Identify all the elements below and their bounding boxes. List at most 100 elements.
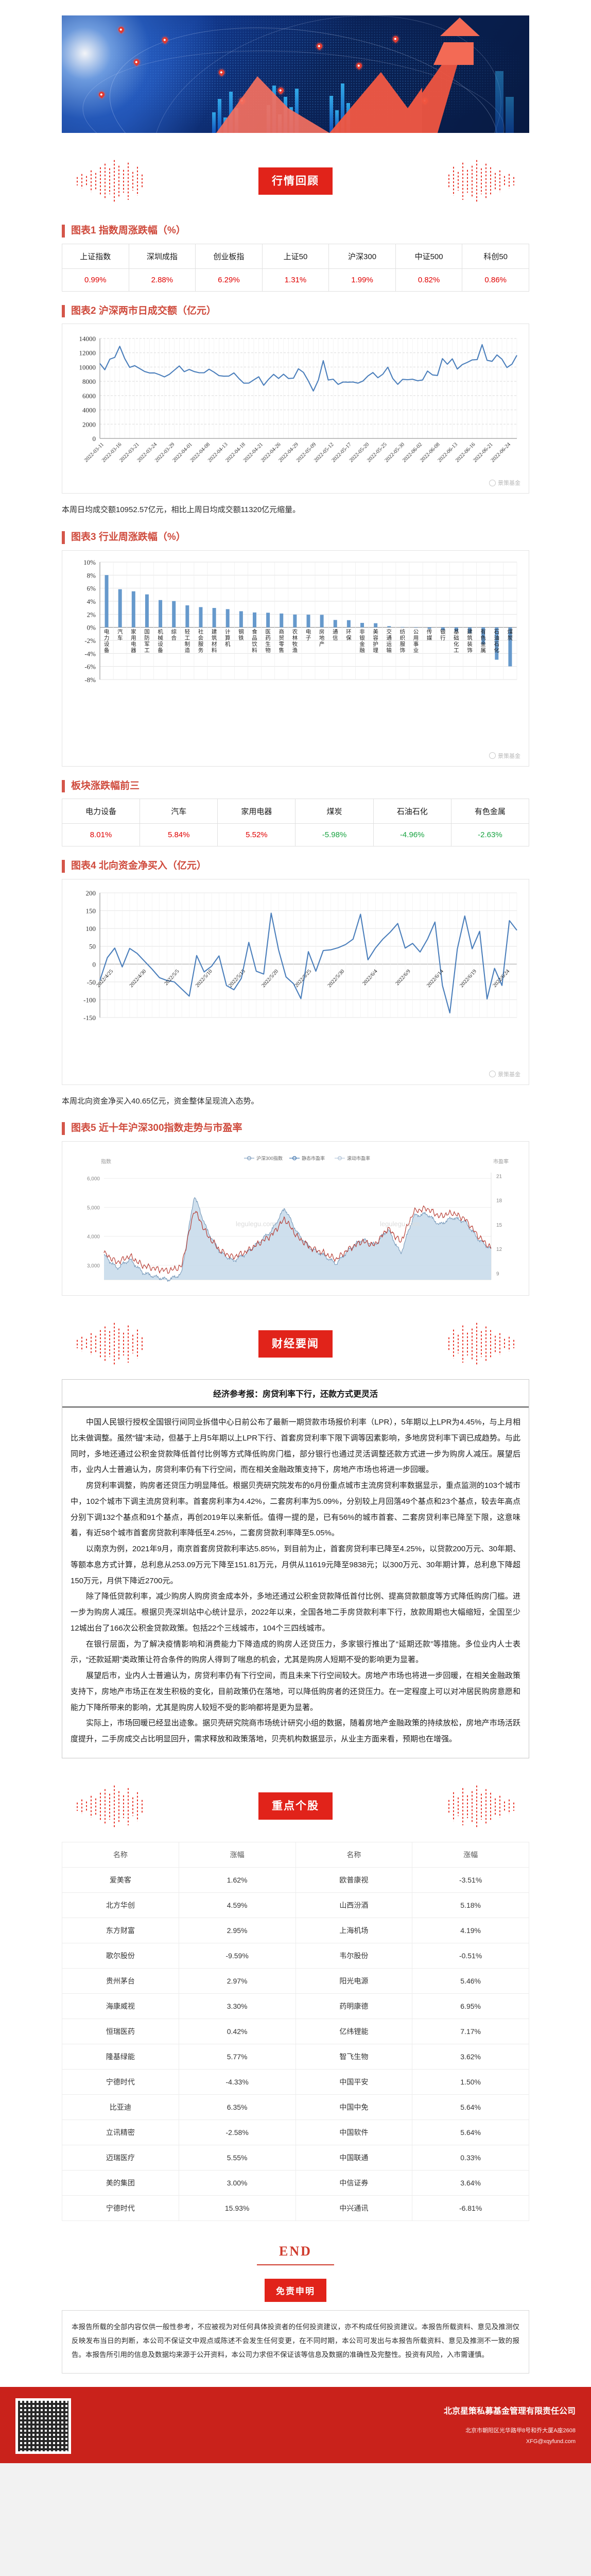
svg-text:静态市盈率: 静态市盈率: [302, 1156, 325, 1161]
section-header-key-stocks: 重点个股: [0, 1776, 591, 1837]
table-cell: 4.59%: [178, 1892, 296, 1918]
table-cell: 中国软件: [295, 2119, 413, 2145]
table-header-row: 上证指数 深圳成指 创业板指 上证50 沪深300 中证500 科创50: [62, 243, 529, 269]
qr-code[interactable]: [15, 2398, 71, 2454]
table-cell: 6.35%: [178, 2094, 296, 2120]
table-cell: 贵州茅台: [62, 1968, 179, 1994]
svg-text:10000: 10000: [79, 364, 96, 371]
table-row: 贵州茅台 2.97% 阳光电源 5.46%: [62, 1968, 529, 1994]
footer-info: 北京星策私募基金管理有限责任公司 北京市朝阳区光华路甲8号和乔大厦A座2608 …: [82, 2405, 576, 2447]
table-row: 恒瑞医药 0.42% 亿纬锂能 7.17%: [62, 2018, 529, 2044]
table-cell: 2.88%: [128, 268, 196, 292]
table-cell: 7.17%: [412, 2018, 529, 2044]
table-cell: 欧普康视: [295, 1867, 413, 1893]
table-col-header: 创业板指: [195, 243, 263, 269]
svg-text:指数: 指数: [101, 1158, 111, 1165]
table-cell: -4.33%: [178, 2069, 296, 2095]
svg-text:-2%: -2%: [84, 637, 96, 645]
table-cell: 2.95%: [178, 1917, 296, 1943]
table-row: 迈瑞医疗 5.55% 中国联通 0.33%: [62, 2144, 529, 2171]
table-cell: 美的集团: [62, 2170, 179, 2196]
table-col-header: 名称: [295, 1841, 413, 1868]
svg-text:食品饮料: 食品饮料: [252, 628, 257, 653]
table-cell: 3.30%: [178, 1993, 296, 2019]
chart-watermark: 景策基金: [489, 752, 520, 760]
chart2-title: 图表2 沪深两市日成交额（亿元）: [62, 304, 529, 318]
table-cell: 5.18%: [412, 1892, 529, 1918]
chart4-panel: -150 -100 -50 0 50 100 150 200 2022/4/25 2022/4/3…: [62, 878, 529, 1085]
svg-text:商贸零售: 商贸零售: [279, 628, 284, 653]
svg-text:2022-06-24: 2022-06-24: [490, 442, 512, 464]
svg-text:石油石化: 石油石化: [494, 629, 500, 653]
svg-text:-100: -100: [83, 996, 96, 1004]
svg-text:4000: 4000: [82, 406, 96, 414]
disclaimer-box: 本报告所载的全部内容仅供一般性参考，不应被视为对任何具体投资者的任何投资建议，亦…: [62, 2310, 529, 2374]
news-article-card: 经济参考报：房贷利率下行，还款方式更灵活 中国人民银行授权全国银行间同业拆借中心…: [62, 1379, 529, 1758]
svg-text:6%: 6%: [87, 584, 96, 592]
svg-text:4%: 4%: [87, 598, 96, 605]
table-cell: 爱美客: [62, 1867, 179, 1893]
svg-text:非银金融: 非银金融: [359, 629, 365, 653]
svg-text:交通运输: 交通运输: [387, 628, 392, 653]
svg-text:国防军工: 国防军工: [144, 629, 150, 653]
table-cell: -0.51%: [412, 1942, 529, 1969]
table-cell: 海康威视: [62, 1993, 179, 2019]
section-header-finance-news: 财经要闻: [0, 1313, 591, 1374]
svg-text:-50: -50: [87, 978, 96, 986]
chart4-note: 本周北向资金净买入40.65亿元，资金整体呈现流入态势。: [62, 1096, 259, 1106]
table-cell: 6.29%: [195, 268, 263, 292]
disclaimer-badge-label: 免责申明: [265, 2278, 326, 2302]
watermark-logo-icon: [489, 752, 496, 759]
svg-text:汽车: 汽车: [117, 628, 123, 641]
table-cell: 0.33%: [412, 2144, 529, 2171]
svg-text:医药生物: 医药生物: [265, 629, 271, 653]
news-paragraph: 中国人民银行授权全国银行间同业拆借中心日前公布了最新一期贷款市场报价利率（LPR…: [71, 1418, 520, 1475]
chart3-panel: -8% -6% -4% -2% 0% 2% 4% 6% 8% 10% 电力设备 汽车 家用电器 国防军工 机…: [62, 550, 529, 767]
table-cell: 中兴通讯: [295, 2195, 413, 2221]
svg-text:美容护理: 美容护理: [373, 628, 378, 653]
svg-text:-6%: -6%: [84, 663, 96, 670]
table-row: 比亚迪 6.35% 中国中免 5.64%: [62, 2094, 529, 2120]
table-cell: -4.96%: [373, 823, 451, 847]
table-cell: 立讯精密: [62, 2119, 179, 2145]
svg-text:0: 0: [93, 435, 96, 443]
chart3-title: 图表3 行业周涨跌幅（%）: [62, 531, 529, 544]
svg-text:纺织服饰: 纺织服饰: [400, 628, 406, 653]
table-col-header: 涨幅: [178, 1841, 296, 1868]
table-col-header: 电力设备: [61, 799, 141, 824]
svg-text:8000: 8000: [82, 378, 96, 386]
svg-text:2022/6/9: 2022/6/9: [395, 969, 412, 987]
table-cell: 中国中免: [295, 2094, 413, 2120]
table-cell: 东方财富: [62, 1917, 179, 1943]
table-cell: 1.31%: [262, 268, 329, 292]
table-cell: 北方华创: [62, 1892, 179, 1918]
table-cell: -2.63%: [450, 823, 530, 847]
table-cell: 恒瑞医药: [62, 2018, 179, 2044]
table-cell: 上海机场: [295, 1917, 413, 1943]
news-paragraph: 房贷利率调整，购房者还贷压力明显降低。根据贝壳研究院发布的6月份重点城市主流房贷…: [71, 1481, 520, 1538]
table-cell: 0.86%: [462, 268, 529, 292]
news-paragraph: 除了降低贷款利率，减少购房人购房资金成本外，多地还通过公积金贷款降低首付比例、提…: [71, 1592, 520, 1633]
company-address: 北京市朝阳区光华路甲8号和乔大厦A座2608: [465, 2427, 576, 2434]
industry-bar-chart: -8% -6% -4% -2% 0% 2% 4% 6% 8% 10% 电力设备 汽车 家用电器 国防军工 机…: [83, 558, 517, 684]
svg-text:100: 100: [86, 925, 96, 933]
table-col-header: 深圳成指: [128, 243, 196, 269]
table-col-header: 有色金属: [450, 799, 530, 824]
table-col-header: 石油石化: [373, 799, 451, 824]
table-cell: 8.01%: [61, 823, 141, 847]
chart2-note: 本周日均成交额10952.57亿元，相比上周日均成交额11320亿元缩量。: [62, 505, 301, 515]
chart1-title: 图表1 指数周涨跌幅（%）: [62, 225, 529, 238]
table-cell: 4.19%: [412, 1917, 529, 1943]
table-cell: 1.50%: [412, 2069, 529, 2095]
svg-text:18: 18: [496, 1198, 502, 1204]
company-name: 北京星策私募基金管理有限责任公司: [443, 2407, 576, 2416]
end-rule: [257, 2264, 334, 2265]
svg-text:6000: 6000: [82, 392, 96, 400]
table-col-header: 家用电器: [217, 799, 296, 824]
svg-text:公用事业: 公用事业: [413, 629, 419, 653]
section-title-badge: 重点个股: [258, 1792, 333, 1820]
end-marker: END: [0, 2244, 591, 2265]
svg-text:50: 50: [89, 943, 96, 951]
news-paragraph: 在银行层面，为了解决疫情影响和消费能力下降造成的购房人还贷压力，多家银行推出了“…: [71, 1639, 520, 1665]
